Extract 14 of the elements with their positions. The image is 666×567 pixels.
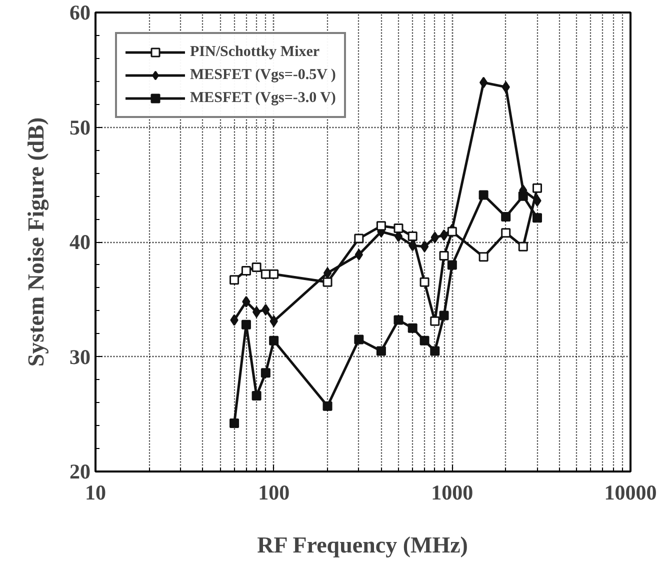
legend-label: MESFET (Vgs=-0.5V )	[190, 66, 336, 84]
y-axis-title: System Noise Figure (dB)	[24, 117, 50, 367]
legend-label: PIN/Schottky Mixer	[190, 42, 320, 62]
y-tick-label: 50	[70, 115, 90, 140]
y-tick-label: 40	[70, 230, 90, 254]
x-tick-label: 100	[258, 480, 290, 504]
x-tick-label: 10	[85, 480, 106, 504]
y-tick-label: 30	[70, 344, 90, 369]
legend-label: MESFET (Vgs=-3.0 V)	[190, 88, 336, 108]
y-tick-label: 20	[70, 460, 90, 484]
x-axis-title: RF Frequency (MHz)	[257, 532, 468, 558]
x-tick-label: 10000	[604, 480, 657, 504]
x-tick-label: 1000	[431, 480, 474, 504]
y-tick-label: 60	[70, 0, 90, 24]
